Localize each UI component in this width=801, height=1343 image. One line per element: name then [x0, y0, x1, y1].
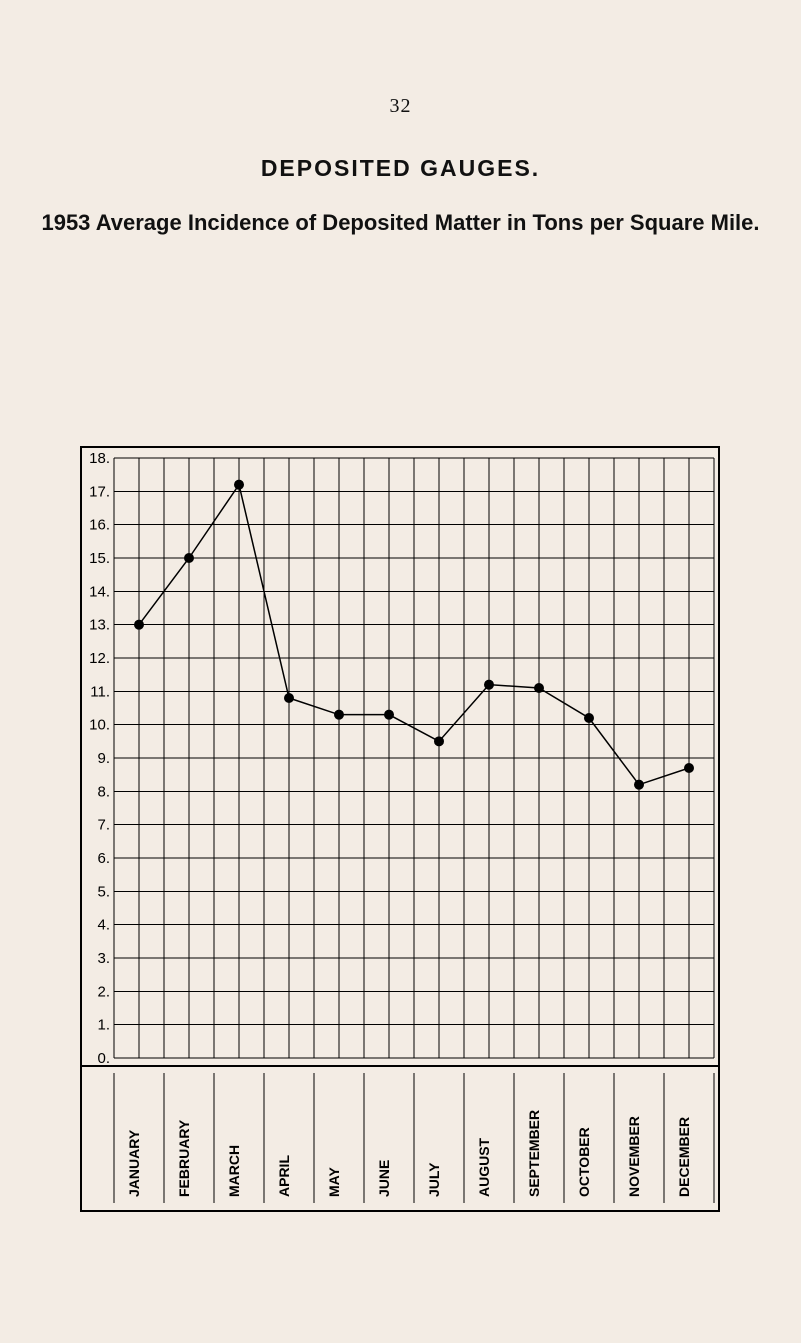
data-marker: [634, 780, 644, 790]
data-marker: [484, 680, 494, 690]
y-axis-label: 4.: [97, 917, 110, 934]
x-axis-label: NOVEMBER: [626, 1116, 642, 1197]
data-marker: [584, 713, 594, 723]
page-number: 32: [0, 95, 801, 118]
x-axis-label: FEBRUARY: [176, 1119, 192, 1197]
y-axis-label: 10.: [89, 717, 110, 734]
data-marker: [234, 480, 244, 490]
y-axis-label: 6.: [97, 850, 110, 867]
x-axis-label: MAY: [326, 1167, 342, 1197]
y-axis-label: 8.: [97, 783, 110, 800]
y-axis-label: 11.: [90, 683, 110, 700]
x-axis-label: APRIL: [276, 1155, 292, 1197]
data-marker: [334, 710, 344, 720]
y-axis-label: 13.: [89, 617, 110, 634]
data-marker: [284, 693, 294, 703]
x-axis-label: DECEMBER: [676, 1117, 692, 1197]
grid: [114, 458, 714, 1058]
x-axis-label: OCTOBER: [576, 1127, 592, 1197]
chart-title-1: DEPOSITED GAUGES.: [0, 155, 801, 182]
data-marker: [384, 710, 394, 720]
page: 32 DEPOSITED GAUGES. 1953 Average Incide…: [0, 0, 801, 1343]
y-axis-label: 2.: [97, 983, 110, 1000]
data-marker: [134, 620, 144, 630]
data-marker: [534, 683, 544, 693]
chart-title-2: 1953 Average Incidence of Deposited Matt…: [0, 210, 801, 236]
deposited-gauges-chart: 0. 1. 2. 3. 4. 5. 6. 7. 8. 9. 10. 11. 12. 13. 14. 15. 16…: [82, 448, 718, 1210]
y-axis-label: 3.: [97, 950, 110, 967]
x-axis-label: JUNE: [376, 1160, 392, 1197]
y-axis-label: 1.: [97, 1017, 110, 1034]
y-axis-label: 0.: [97, 1050, 110, 1067]
y-axis-label: 15.: [89, 550, 110, 567]
data-marker: [434, 736, 444, 746]
data-marker: [184, 553, 194, 563]
y-axis-label: 14.: [89, 583, 110, 600]
x-axis-label: SEPTEMBER: [526, 1110, 542, 1197]
chart-container: 0. 1. 2. 3. 4. 5. 6. 7. 8. 9. 10. 11. 12. 13. 14. 15. 16…: [80, 446, 720, 1212]
y-axis-label: 16.: [89, 517, 110, 534]
y-axis-label: 7.: [97, 817, 110, 834]
y-axis-label: 18.: [89, 450, 110, 467]
y-axis-label: 12.: [89, 650, 110, 667]
y-axis-label: 5.: [97, 883, 110, 900]
data-marker: [684, 763, 694, 773]
x-axis-label: MARCH: [226, 1145, 242, 1197]
y-axis-label: 9.: [97, 750, 110, 767]
y-axis-label: 17.: [89, 483, 110, 500]
x-axis-label: JANUARY: [126, 1129, 142, 1197]
x-axis-label: AUGUST: [476, 1137, 492, 1197]
x-axis-label: JULY: [426, 1162, 442, 1197]
